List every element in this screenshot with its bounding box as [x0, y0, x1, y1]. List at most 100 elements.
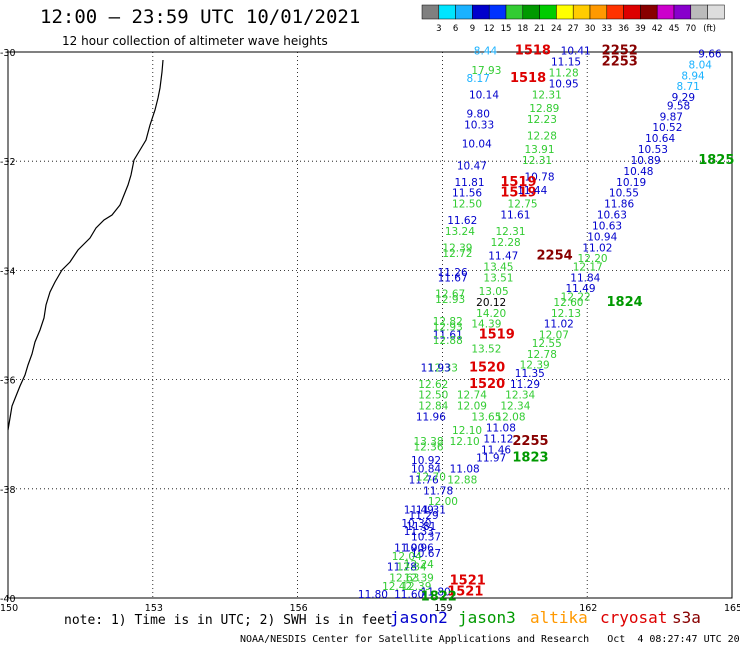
wave-height-value: 13.91: [524, 144, 554, 156]
wave-height-value: 12.23: [527, 114, 557, 126]
lat-tick-label: -36: [0, 376, 16, 387]
wave-height-value: 12.42: [382, 581, 412, 593]
wave-height-value: 12.67: [435, 289, 465, 301]
wave-height-value: 11.46: [481, 444, 511, 456]
wave-height-value: 11.84: [570, 272, 600, 284]
lat-tick-label: -34: [0, 266, 16, 277]
wave-height-value: 11.61: [433, 330, 463, 342]
legend-swatch: [656, 4, 675, 20]
wave-height-value: 11.62: [447, 215, 477, 227]
wave-height-value: 11.31: [416, 504, 446, 516]
wave-height-value: 11.02: [544, 319, 574, 331]
wave-height-value: 10.37: [411, 532, 441, 544]
wave-height-value: 12.62: [418, 379, 448, 391]
wave-height-value: 11.56: [452, 188, 482, 200]
wave-height-value: 11.76: [409, 474, 439, 486]
lon-tick-label: 165: [724, 603, 740, 614]
legend-swatch: [572, 4, 591, 20]
wave-height-value: 11.02: [582, 242, 612, 254]
satellite-label-jason2: jason2: [390, 608, 448, 627]
wave-height-value: 10.92: [411, 455, 441, 467]
wave-height-value: 12.34: [500, 401, 530, 413]
pass-time-label: 1823: [512, 451, 548, 466]
wave-height-value: 12.17: [573, 261, 603, 273]
wave-height-value: 8.94: [681, 70, 705, 82]
wave-height-value: 10.67: [411, 548, 441, 560]
pass-time-label: 1519: [500, 175, 536, 190]
coastline-path: [7, 59, 164, 431]
legend-label: 12: [484, 24, 495, 34]
wave-height-value: 11.49: [565, 283, 595, 295]
wave-height-value: 12.31: [522, 155, 552, 167]
wave-height-value: 12.63: [389, 573, 419, 585]
wave-height-value: 11.86: [604, 199, 634, 211]
wave-height-value: 11.81: [454, 177, 484, 189]
wave-height-value: 12.75: [508, 199, 538, 211]
wave-height-value: 12.28: [527, 130, 557, 142]
wave-height-value: 12.31: [532, 89, 562, 101]
wave-height-value: 20.12: [476, 297, 506, 309]
wave-height-value: 10.96: [404, 543, 434, 555]
pass-time-label: 1518: [510, 71, 546, 86]
wave-height-value: 10.63: [592, 220, 622, 232]
wave-height-value: 10.53: [638, 144, 668, 156]
wave-height-value: 11.80: [358, 589, 388, 601]
wave-height-value: 11.49: [404, 504, 434, 516]
wave-height-value: 10.55: [609, 188, 639, 200]
wave-height-value: 11.29: [510, 379, 540, 391]
wave-height-value: 12.39: [520, 360, 550, 372]
wave-height-value: 8.71: [676, 81, 699, 93]
wave-height-value: 10.41: [561, 46, 591, 58]
axis-ticks: 150 153 156 159 162 165 -30 -32 -34 -36 -38 -40: [0, 48, 740, 614]
wave-height-value: 12.34: [397, 562, 427, 574]
wave-height-value: 12.82: [433, 316, 463, 328]
legend-label: 27: [568, 24, 579, 34]
satellite-label-jason3: jason3: [458, 608, 516, 627]
wave-height-value: 12.20: [578, 253, 608, 265]
wave-height-value: 14.39: [471, 319, 501, 331]
color-legend: 3 6 9 12 15 18 21 24 27 30 33 36 39 42 45 70 (ft): [421, 4, 725, 34]
wave-height-value: 10.94: [587, 231, 617, 243]
wave-height-value: 11.28: [549, 68, 579, 80]
wave-height-value: 13.51: [483, 272, 513, 284]
wave-height-value: 12.88: [447, 474, 477, 486]
legend-swatch: [488, 4, 507, 20]
legend-label: 42: [652, 24, 663, 34]
pass-time-label: 2254: [537, 248, 573, 263]
map-grid: [8, 52, 732, 598]
wave-height-value: 11.29: [409, 510, 439, 522]
legend-swatch: [707, 4, 725, 20]
wave-height-value: 12.36: [413, 442, 443, 454]
page-title: 12:00 – 23:59 UTC 10/01/2021: [40, 6, 361, 28]
wave-height-value: 12.93: [433, 321, 463, 333]
lon-tick-label: 153: [145, 603, 163, 614]
wave-height-value: 11.93: [421, 362, 451, 374]
wave-height-value: 12.28: [491, 237, 521, 249]
wave-height-value: 10.30: [401, 518, 431, 530]
pass-time-label: 1824: [607, 295, 643, 310]
wave-height-value: 11.44: [517, 185, 547, 197]
legend-label: 36: [618, 24, 629, 34]
pass-time-label: 1518: [515, 44, 551, 59]
wave-height-value: 13.65: [471, 412, 501, 424]
legend-label: 9: [470, 24, 475, 34]
wave-height-value: 12.34: [505, 390, 535, 402]
lat-tick-label: -38: [0, 485, 16, 496]
legend-label: 33: [601, 24, 612, 34]
legend-swatch: [472, 4, 490, 20]
lon-tick-label: 159: [434, 603, 452, 614]
wave-height-value: 8.17: [467, 73, 490, 85]
wave-height-value: 10.47: [457, 160, 487, 172]
wave-height-value: 13.45: [483, 261, 513, 273]
wave-height-value: 12.10: [452, 425, 482, 437]
legend-swatch: [690, 4, 708, 20]
legend-label: 30: [585, 24, 596, 34]
wave-height-value: 12.88: [433, 335, 463, 347]
pass-time-label: 1519: [500, 186, 536, 201]
wave-height-value: 12.50: [452, 199, 482, 211]
wave-height-value: 17.93: [471, 65, 501, 77]
pass-time-label: 1521: [447, 584, 483, 599]
legend-label: 21: [534, 24, 545, 34]
wave-height-value: 12.60: [553, 297, 583, 309]
